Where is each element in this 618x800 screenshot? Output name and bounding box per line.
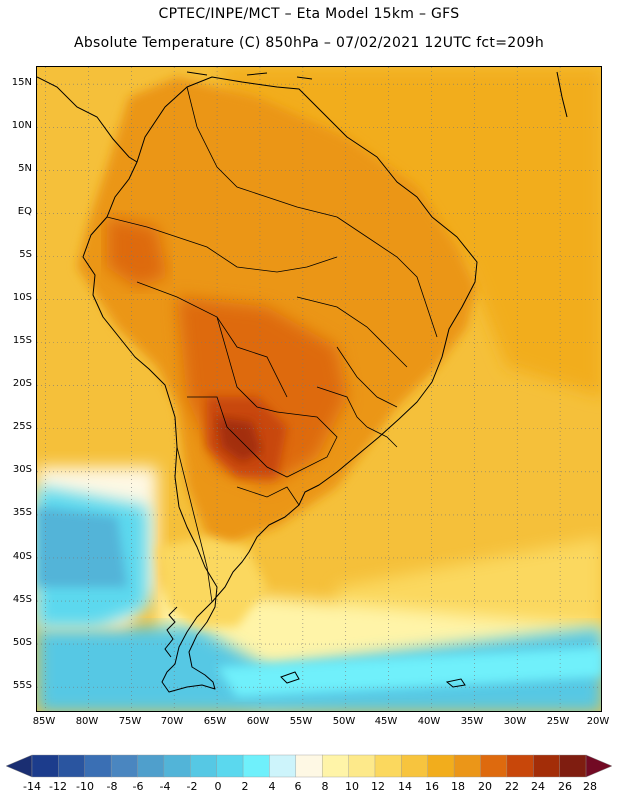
colorbar-label: -8 <box>106 780 118 793</box>
colorbar-cell <box>295 754 323 778</box>
colorbar-cell <box>453 754 481 778</box>
fjord-coast <box>164 606 178 658</box>
colorbar-over-arrow <box>585 754 613 778</box>
lat-label-30s: 30S <box>12 464 32 475</box>
falklands-outline <box>280 671 300 684</box>
lat-label-25s: 25S <box>12 421 32 432</box>
lon-label-40w: 40W <box>417 716 441 727</box>
colorbar-cell <box>84 754 112 778</box>
central-america-outline <box>37 76 138 163</box>
lat-label-5n: 5N <box>18 163 32 174</box>
lon-label-20w: 20W <box>586 716 610 727</box>
patagonia-field <box>157 537 267 627</box>
colorbar-label: -14 <box>23 780 41 793</box>
lon-label-60w: 60W <box>246 716 270 727</box>
lat-label-35s: 35S <box>12 507 32 518</box>
colorbar-label: -6 <box>132 780 144 793</box>
lon-label-35w: 35W <box>460 716 484 727</box>
colorbar-label: 16 <box>425 780 439 793</box>
colorbar-cell <box>216 754 244 778</box>
lat-label-5s: 5S <box>19 249 32 260</box>
colorbar-cell <box>58 754 86 778</box>
title-line-1: CPTEC/INPE/MCT – Eta Model 15km – GFS <box>158 6 460 22</box>
colorbar <box>5 754 613 778</box>
colorbar-cell <box>374 754 402 778</box>
colorbar-cell <box>401 754 429 778</box>
colorbar-cell <box>480 754 508 778</box>
cold-front-band <box>217 647 601 697</box>
colorbar-label: 28 <box>583 780 597 793</box>
lon-label-70w: 70W <box>160 716 184 727</box>
lat-label-50s: 50S <box>12 637 32 648</box>
colorbar-cell <box>31 754 59 778</box>
lat-label-40s: 40S <box>12 551 32 562</box>
colorbar-cell <box>137 754 165 778</box>
colorbar-label: 22 <box>505 780 519 793</box>
lon-label-75w: 75W <box>118 716 142 727</box>
colorbar-label: 12 <box>371 780 385 793</box>
lat-label-55s: 55S <box>12 680 32 691</box>
temperature-map <box>36 66 602 712</box>
colorbar-label: 8 <box>321 780 329 793</box>
lat-label-20s: 20S <box>12 378 32 389</box>
colorbar-cell <box>110 754 139 778</box>
colorbar-cell <box>427 754 455 778</box>
colorbar-label: 2 <box>241 780 249 793</box>
colorbar-label: 0 <box>214 780 222 793</box>
colorbar-cell <box>506 754 534 778</box>
lon-label-65w: 65W <box>203 716 227 727</box>
colorbar-label: 14 <box>398 780 412 793</box>
colorbar-label: 4 <box>268 780 276 793</box>
lat-label-15n: 15N <box>11 77 32 88</box>
colorbar-label: 10 <box>345 780 359 793</box>
country-borders <box>106 86 438 603</box>
colorbar-cells <box>31 754 587 778</box>
colorbar-label: 6 <box>294 780 302 793</box>
title-line-2: Absolute Temperature (C) 850hPa – 07/02/… <box>73 35 545 51</box>
lat-label-10s: 10S <box>12 292 32 303</box>
continent-outline <box>82 76 478 693</box>
lon-label-85w: 85W <box>32 716 56 727</box>
continent-warm-field <box>77 77 477 547</box>
colorbar-under-arrow <box>5 754 33 778</box>
lat-label-10n: 10N <box>11 120 32 131</box>
colorbar-label: -12 <box>49 780 67 793</box>
colorbar-label: 18 <box>451 780 465 793</box>
colorbar-label: -2 <box>186 780 198 793</box>
colorbar-label: 26 <box>558 780 572 793</box>
south-georgia-outline <box>445 678 466 688</box>
lon-label-55w: 55W <box>289 716 313 727</box>
caribbean-islands <box>186 71 568 118</box>
lat-label-15s: 15S <box>12 335 32 346</box>
lon-label-50w: 50W <box>332 716 356 727</box>
colorbar-label: 20 <box>478 780 492 793</box>
hot-northwest-region <box>107 217 167 287</box>
colorbar-cell <box>559 754 587 778</box>
colorbar-cell <box>242 754 270 778</box>
colorbar-cell <box>190 754 218 778</box>
colorbar-label: -4 <box>159 780 171 793</box>
colorbar-cell <box>348 754 376 778</box>
lon-label-25w: 25W <box>546 716 570 727</box>
lon-label-45w: 45W <box>374 716 398 727</box>
map-canvas <box>37 67 601 711</box>
colorbar-cell <box>321 754 350 778</box>
colorbar-cell <box>163 754 191 778</box>
colorbar-label: 24 <box>531 780 545 793</box>
lat-label-45s: 45S <box>12 594 32 605</box>
colorbar-cell <box>533 754 561 778</box>
colorbar-label: -10 <box>76 780 94 793</box>
colder-pacific-core <box>37 507 127 587</box>
lon-label-80w: 80W <box>75 716 99 727</box>
lat-label-eq: EQ <box>17 206 32 217</box>
colorbar-cell <box>269 754 297 778</box>
lon-label-30w: 30W <box>503 716 527 727</box>
